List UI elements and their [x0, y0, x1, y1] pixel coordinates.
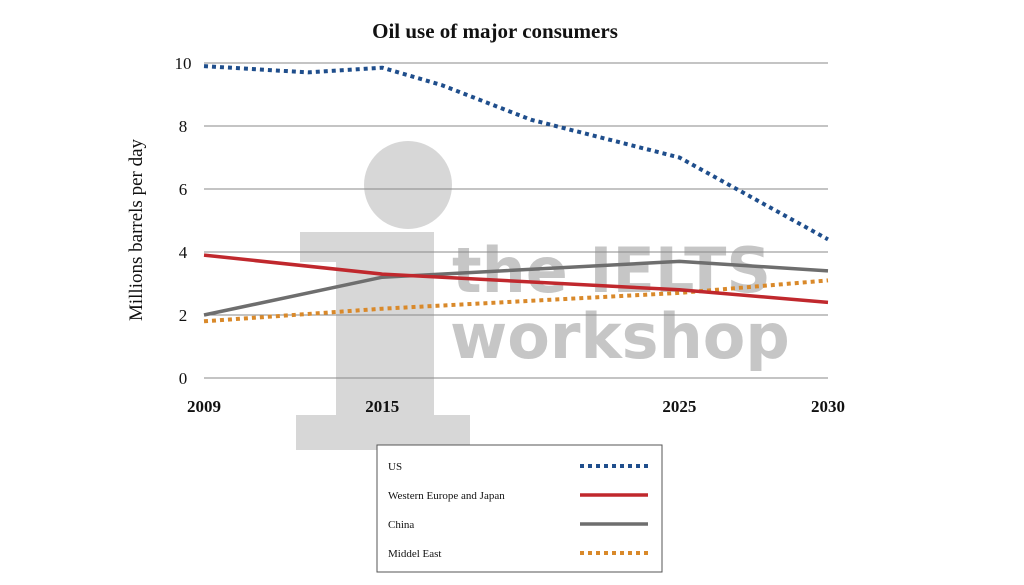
series-line-1 — [203, 253, 829, 305]
legend-label: Middel East — [388, 548, 441, 560]
legend-label: Western Europe and Japan — [388, 490, 505, 502]
y-axis-ticks: 0 2 4 6 8 10 — [175, 54, 192, 388]
y-axis-label: Millions barrels per day — [126, 138, 147, 321]
y-tick-label: 0 — [179, 369, 188, 388]
y-tick-label: 4 — [179, 243, 188, 262]
legend-label: China — [388, 519, 414, 531]
watermark-logo-stem — [296, 232, 470, 450]
y-tick-label: 8 — [179, 117, 188, 136]
gridlines — [204, 62, 828, 379]
series-lines — [203, 64, 829, 324]
legend: US Western Europe and Japan China Middel Ea… — [376, 444, 663, 573]
y-tick-label: 2 — [179, 306, 188, 325]
y-tick-label: 10 — [175, 54, 192, 73]
watermark-logo-dot — [364, 141, 452, 229]
legend-label: US — [388, 461, 402, 473]
watermark-line2: workshop — [450, 300, 790, 373]
chart-title: Oil use of major consumers — [372, 19, 618, 43]
series-line-2 — [203, 259, 829, 317]
x-tick-label: 2025 — [662, 397, 696, 416]
x-tick-label: 2015 — [365, 397, 399, 416]
x-axis-ticks: 2009 2015 2025 2030 — [187, 397, 845, 416]
series-line-0 — [203, 64, 829, 242]
x-tick-label: 2030 — [811, 397, 845, 416]
y-tick-label: 6 — [179, 180, 188, 199]
series-line-3 — [203, 278, 829, 324]
x-tick-label: 2009 — [187, 397, 221, 416]
